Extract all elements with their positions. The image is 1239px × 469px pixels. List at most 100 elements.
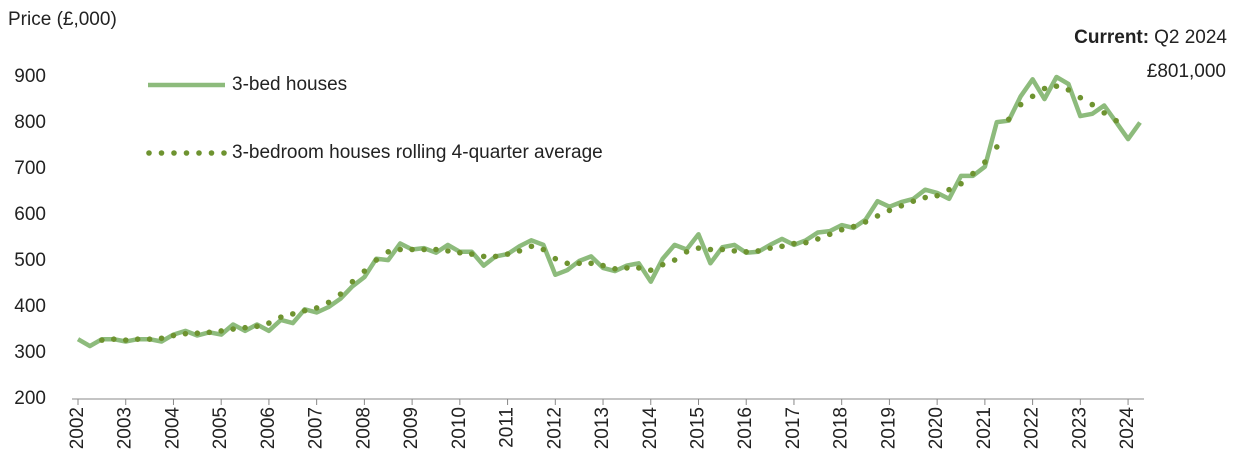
data-point: [743, 249, 750, 255]
x-tick-label: 2020: [926, 407, 947, 449]
data-point: [325, 299, 332, 306]
data-point: [528, 243, 535, 250]
legend-marker: [146, 150, 152, 156]
data-point: [791, 240, 797, 247]
data-point: [647, 267, 654, 274]
data-point: [826, 231, 833, 238]
data-point: [146, 336, 153, 343]
x-tick-label: 2012: [544, 407, 565, 449]
data-point: [409, 246, 415, 253]
data-point: [445, 248, 451, 254]
data-point: [516, 248, 523, 254]
data-point: [266, 320, 272, 326]
legend-label: 3-bedroom houses rolling 4-quarter avera…: [232, 142, 603, 163]
data-point: [588, 260, 594, 267]
data-point: [958, 180, 964, 187]
x-tick-label: 2003: [115, 407, 136, 449]
x-tick-label: 2016: [735, 407, 756, 449]
data-point: [313, 305, 320, 311]
x-tick-label: 2002: [67, 407, 88, 449]
data-point: [289, 311, 296, 317]
data-point: [862, 219, 869, 225]
series-line: [76, 74, 1142, 349]
data-point: [779, 243, 785, 250]
x-tick-label: 2015: [688, 407, 709, 449]
data-point: [970, 170, 976, 177]
data-point: [1053, 83, 1060, 89]
data-point: [922, 194, 929, 201]
data-point: [194, 330, 201, 337]
data-point: [254, 323, 260, 330]
legend-marker: [221, 150, 227, 156]
y-tick-label: 500: [14, 250, 46, 271]
data-point: [576, 260, 582, 267]
y-tick-label: 800: [14, 112, 46, 133]
legend-marker: [208, 150, 215, 156]
data-point: [552, 255, 559, 262]
data-point: [158, 335, 165, 342]
data-point: [540, 246, 547, 253]
data-point: [122, 337, 129, 343]
x-tick-label: 2014: [640, 407, 661, 450]
data-point: [707, 246, 714, 253]
legend-marker: [196, 150, 202, 156]
data-point: [612, 266, 618, 272]
y-tick-label: 900: [14, 66, 46, 87]
x-tick-label: 2022: [1022, 407, 1043, 449]
legend-marker: [158, 150, 165, 156]
data-point: [671, 257, 678, 263]
data-point: [1077, 94, 1084, 101]
data-point: [242, 324, 248, 331]
data-point: [134, 336, 141, 343]
y-axis-label: Price (£,000): [8, 9, 117, 30]
data-point: [683, 249, 690, 255]
data-point: [934, 192, 940, 199]
y-tick-label: 400: [14, 296, 46, 317]
data-point: [457, 249, 463, 256]
y-tick-label: 600: [14, 204, 46, 225]
annotation-period: Q2 2024: [1154, 27, 1227, 48]
data-point: [480, 253, 487, 260]
x-tick-label: 2008: [353, 407, 374, 449]
data-point: [946, 186, 952, 193]
data-point: [504, 251, 511, 257]
data-point: [982, 159, 988, 165]
data-point: [850, 223, 857, 230]
x-tick-label: 2024: [1117, 407, 1138, 450]
data-point: [373, 257, 380, 263]
data-point: [815, 236, 821, 242]
x-tick-label: 2005: [210, 407, 231, 449]
data-point: [886, 207, 893, 214]
x-tick-label: 2011: [497, 407, 518, 448]
y-tick-label: 300: [14, 342, 46, 363]
data-point: [624, 265, 630, 271]
data-point: [600, 262, 606, 269]
data-point: [636, 265, 642, 271]
data-point: [433, 246, 439, 253]
y-tick-label: 700: [14, 158, 46, 179]
annotation: Current: Q2 2024: [1074, 27, 1227, 48]
data-point: [767, 245, 773, 251]
data-point: [659, 261, 666, 268]
annotation-value: £801,000: [1147, 61, 1226, 82]
data-point: [110, 336, 117, 343]
legend-marker: [171, 150, 177, 156]
data-point: [1029, 93, 1036, 100]
data-point: [492, 253, 499, 260]
data-point: [874, 213, 881, 219]
data-point: [230, 326, 236, 332]
data-point: [1113, 117, 1119, 124]
data-point: [397, 246, 403, 253]
data-point: [695, 245, 702, 251]
data-point: [468, 251, 475, 257]
data-point: [838, 226, 845, 233]
x-tick-label: 2019: [878, 407, 899, 449]
data-point: [337, 291, 344, 297]
data-point: [803, 239, 809, 246]
data-point: [719, 246, 726, 253]
data-point: [278, 314, 284, 320]
data-point: [1041, 85, 1048, 92]
data-point: [1101, 110, 1108, 116]
data-point: [301, 307, 308, 314]
